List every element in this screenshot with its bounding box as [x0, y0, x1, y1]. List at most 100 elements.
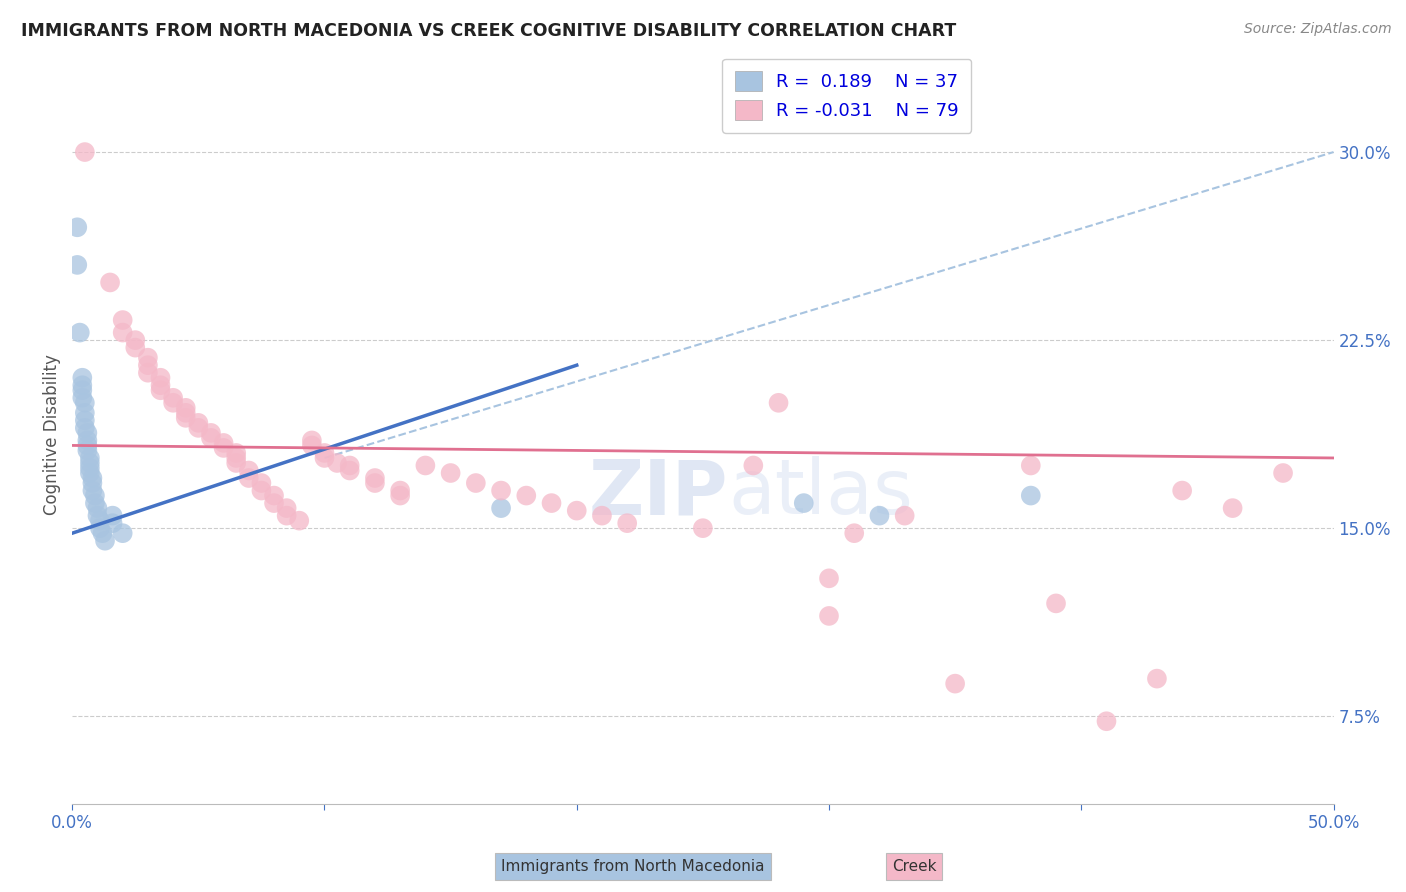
Point — [72, 391, 94, 405]
Point — [111, 326, 134, 340]
Point — [82, 471, 104, 485]
Point — [943, 676, 966, 690]
Text: IMMIGRANTS FROM NORTH MACEDONIA VS CREEK COGNITIVE DISABILITY CORRELATION CHART: IMMIGRANTS FROM NORTH MACEDONIA VS CREEK… — [21, 22, 956, 40]
Point — [212, 441, 235, 455]
Point — [200, 425, 222, 440]
Text: atlas: atlas — [728, 457, 912, 531]
Point — [768, 396, 790, 410]
Point — [301, 438, 323, 452]
Point — [818, 571, 841, 585]
Point — [149, 384, 172, 398]
Point — [225, 456, 247, 470]
Point — [1146, 672, 1168, 686]
Point — [124, 333, 146, 347]
Point — [162, 391, 184, 405]
Point — [79, 461, 101, 475]
Point — [76, 438, 98, 452]
Point — [276, 501, 298, 516]
Point — [94, 533, 117, 548]
Point — [136, 366, 159, 380]
Point — [250, 476, 273, 491]
Point — [288, 514, 311, 528]
Point — [101, 516, 124, 530]
Point — [89, 521, 111, 535]
Point — [149, 370, 172, 384]
Point — [72, 384, 94, 398]
Point — [591, 508, 613, 523]
Text: Source: ZipAtlas.com: Source: ZipAtlas.com — [1244, 22, 1392, 37]
Point — [86, 508, 108, 523]
Point — [1222, 501, 1244, 516]
Point — [101, 508, 124, 523]
Point — [389, 483, 412, 498]
Point — [238, 463, 260, 477]
Point — [1272, 466, 1295, 480]
Point — [540, 496, 562, 510]
Legend: R =  0.189    N = 37, R = -0.031    N = 79: R = 0.189 N = 37, R = -0.031 N = 79 — [721, 59, 972, 133]
Point — [136, 351, 159, 365]
Point — [389, 489, 412, 503]
Point — [76, 443, 98, 458]
Point — [84, 496, 107, 510]
Point — [314, 446, 336, 460]
Point — [79, 466, 101, 480]
Point — [868, 508, 890, 523]
Point — [187, 416, 209, 430]
Point — [73, 413, 96, 427]
Point — [250, 483, 273, 498]
Point — [73, 406, 96, 420]
Point — [692, 521, 714, 535]
Point — [276, 508, 298, 523]
Point — [212, 436, 235, 450]
Point — [136, 358, 159, 372]
Point — [72, 378, 94, 392]
Point — [1045, 596, 1067, 610]
Point — [72, 370, 94, 384]
Point — [742, 458, 765, 473]
Point — [111, 526, 134, 541]
Point — [616, 516, 638, 530]
Point — [69, 326, 91, 340]
Point — [79, 456, 101, 470]
Point — [238, 471, 260, 485]
Point — [515, 489, 537, 503]
Point — [84, 489, 107, 503]
Point — [464, 476, 486, 491]
Point — [364, 476, 387, 491]
Point — [174, 406, 197, 420]
Text: Creek: Creek — [891, 859, 936, 874]
Point — [565, 503, 588, 517]
Point — [66, 220, 89, 235]
Point — [73, 145, 96, 159]
Point — [200, 431, 222, 445]
Point — [89, 514, 111, 528]
Point — [489, 501, 512, 516]
Point — [301, 434, 323, 448]
Point — [98, 276, 121, 290]
Point — [1171, 483, 1194, 498]
Point — [793, 496, 815, 510]
Point — [91, 526, 114, 541]
Point — [174, 401, 197, 415]
Point — [1095, 714, 1118, 729]
Point — [225, 446, 247, 460]
Point — [225, 450, 247, 465]
Point — [73, 396, 96, 410]
Point — [187, 421, 209, 435]
Point — [1019, 458, 1042, 473]
Point — [263, 496, 285, 510]
Point — [1019, 489, 1042, 503]
Point — [314, 450, 336, 465]
Point — [415, 458, 437, 473]
Text: Immigrants from North Macedonia: Immigrants from North Macedonia — [501, 859, 765, 874]
Point — [364, 471, 387, 485]
Point — [124, 341, 146, 355]
Point — [76, 425, 98, 440]
Point — [844, 526, 866, 541]
Point — [162, 396, 184, 410]
Text: ZIP: ZIP — [589, 457, 728, 531]
Point — [174, 410, 197, 425]
Point — [111, 313, 134, 327]
Point — [73, 421, 96, 435]
Point — [66, 258, 89, 272]
